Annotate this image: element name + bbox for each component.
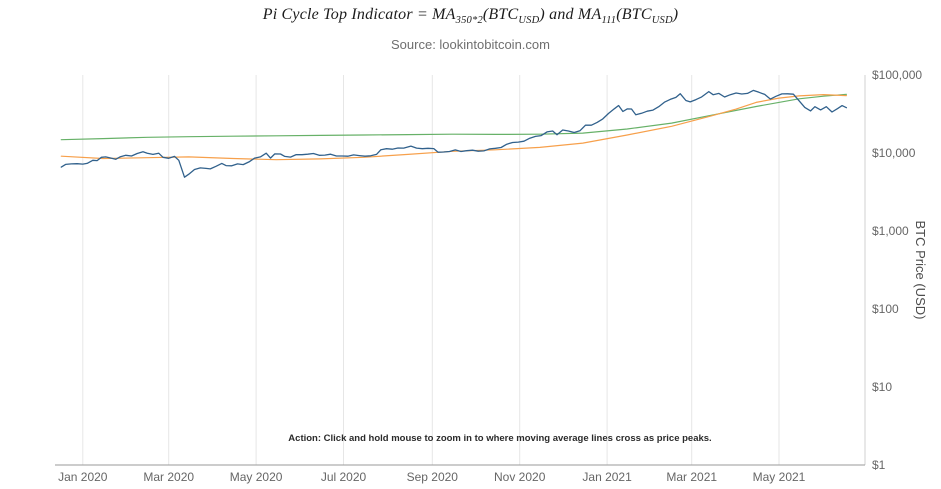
chart-title: Pi Cycle Top Indicator = MA350*2(BTCUSD)… xyxy=(0,6,941,26)
x-tick-label: Jan 2020 xyxy=(58,470,108,484)
x-tick-label: Jul 2020 xyxy=(321,470,367,484)
y-tick-label: $10,000 xyxy=(872,146,916,160)
chart-title-text: ) xyxy=(672,6,679,23)
chart-title-text: (BTC xyxy=(616,6,652,23)
chart-title-text: ) and MA xyxy=(539,6,602,23)
zoom-hint-annotation: Action: Click and hold mouse to zoom in … xyxy=(288,433,711,444)
btc-price-line xyxy=(60,89,848,178)
y-axis-title: BTC Price (USD) xyxy=(913,221,928,320)
x-tick-label: Mar 2021 xyxy=(666,470,717,484)
y-tick-label: $100 xyxy=(872,302,899,316)
y-tick-label: $10 xyxy=(872,380,892,394)
x-tick-label: May 2020 xyxy=(230,470,283,484)
chart-title-sub-usd: USD xyxy=(651,15,673,27)
x-tick-label: May 2021 xyxy=(753,470,806,484)
chart-title-text: Pi Cycle Top Indicator = MA xyxy=(262,6,456,23)
chart-title-text: (BTC xyxy=(482,6,519,23)
ma-350x2-line xyxy=(60,93,848,141)
y-tick-label: $1 xyxy=(872,458,886,472)
x-tick-label: Jan 2021 xyxy=(582,470,632,484)
x-tick-label: Mar 2020 xyxy=(143,470,194,484)
chart-title-sub-350x2: 350*2 xyxy=(455,15,483,27)
x-tick-label: Sep 2020 xyxy=(407,470,459,484)
ma-111-line xyxy=(60,93,848,161)
y-tick-label: $1,000 xyxy=(872,224,909,238)
x-tick-label: Nov 2020 xyxy=(494,470,546,484)
chart-title-sub-111: 111 xyxy=(601,15,617,27)
y-tick-label: $100,000 xyxy=(872,68,922,82)
source-label: Source: lookintobitcoin.com xyxy=(391,37,550,52)
chart-title-sub-usd: USD xyxy=(518,15,540,27)
